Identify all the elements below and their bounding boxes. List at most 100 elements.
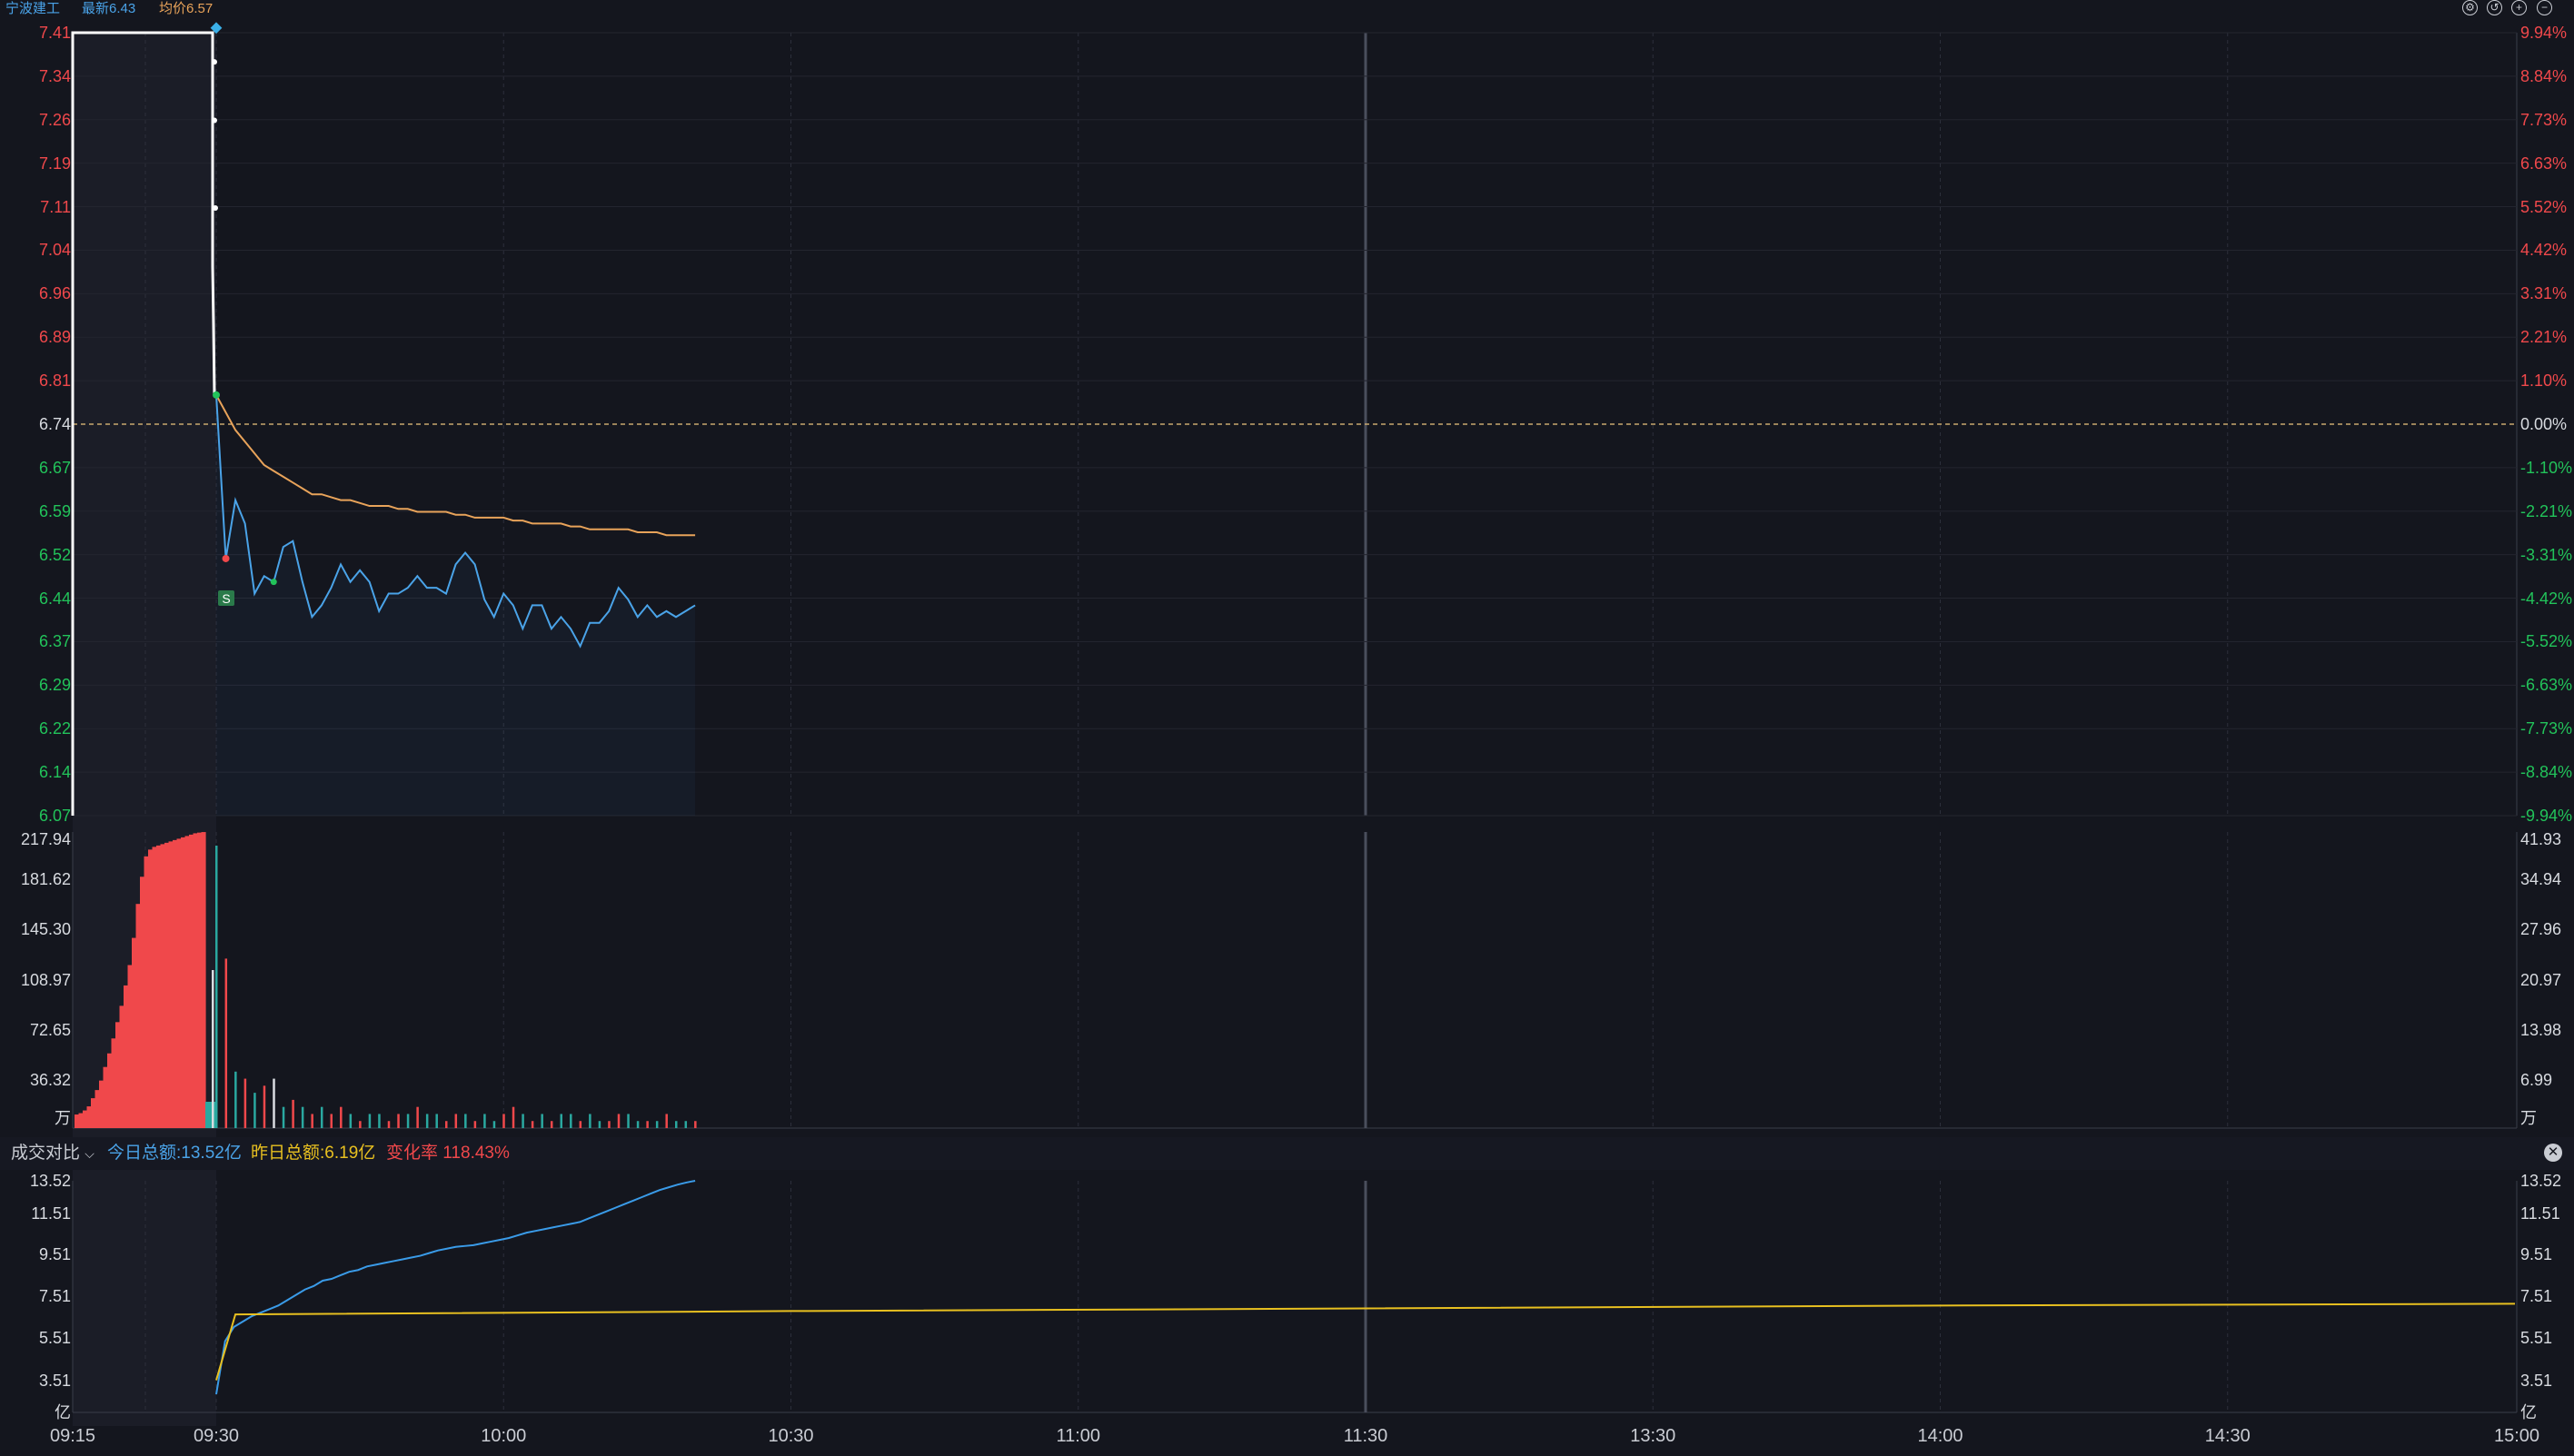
signal-dot	[270, 579, 277, 586]
minute-volume-bar	[454, 1114, 458, 1128]
price-tick-label: 6.89	[38, 328, 71, 347]
volume-tick-label: 41.93	[2520, 830, 2562, 848]
minute-volume-bar	[234, 1071, 237, 1128]
undo-icon[interactable]: ↺	[2487, 0, 2502, 15]
stock-name[interactable]: 宁波建工	[5, 1, 61, 16]
auction-volume-bar	[115, 1022, 121, 1128]
auction-volume-bar	[83, 1110, 88, 1128]
auction-volume-bar	[124, 985, 129, 1128]
price-tick-label: 6.14	[38, 763, 71, 782]
minute-volume-bar	[378, 1114, 381, 1128]
amount-tick-label: 7.51	[38, 1287, 71, 1305]
auction-volume-bar	[176, 838, 182, 1128]
auction-dot	[213, 204, 218, 211]
price-tick-label: 6.67	[38, 458, 71, 477]
auction-dot	[212, 59, 217, 65]
percent-tick-label: -7.73%	[2520, 719, 2573, 738]
percent-tick-label: 3.31%	[2520, 284, 2568, 303]
minute-volume-bar	[243, 1078, 247, 1128]
price-tick-label: 6.81	[38, 371, 71, 391]
compare-selector[interactable]: 成交对比 ⌵	[11, 1137, 94, 1170]
percent-tick-label: -4.42%	[2520, 589, 2573, 608]
amount-tick-label: 5.51	[38, 1329, 71, 1347]
zoom-in-icon[interactable]: +	[2511, 0, 2527, 15]
percent-tick-label: 6.63%	[2520, 154, 2568, 173]
compare-panel-header: 成交对比 ⌵ 今日总额:13.52亿 昨日总额:6.19亿 变化率 118.43…	[0, 1137, 2574, 1170]
amount-tick-label: 5.51	[2520, 1329, 2553, 1347]
price-tick-label: 6.96	[38, 284, 71, 303]
price-tick-label: 7.04	[38, 241, 71, 260]
open-volume-bar	[212, 970, 214, 1128]
auction-match-bar	[205, 1102, 216, 1128]
amount-tick-label: 11.51	[2520, 1204, 2560, 1223]
minute-volume-bar	[627, 1114, 630, 1128]
price-tick-label: 7.26	[38, 110, 71, 129]
minute-volume-bar	[330, 1114, 333, 1128]
minute-volume-bar	[435, 1114, 438, 1128]
auction-volume-bar	[152, 847, 157, 1128]
amount-tick-label: 亿	[55, 1403, 71, 1421]
zoom-out-icon[interactable]: −	[2537, 0, 2552, 15]
volume-tick-label: 13.98	[2520, 1021, 2562, 1039]
auction-volume-bar	[78, 1113, 84, 1128]
minute-volume-bar	[406, 1114, 410, 1128]
minute-volume-bar	[282, 1106, 285, 1128]
auction-volume-bar	[160, 844, 165, 1128]
price-tick-label: 6.29	[38, 676, 71, 695]
volume-tick-label: 20.97	[2520, 971, 2562, 989]
sell-marker-box	[218, 590, 234, 606]
volume-tick-label: 181.62	[20, 870, 71, 888]
auction-volume-bar	[75, 1114, 80, 1128]
today-amount-line	[215, 1180, 696, 1395]
minute-volume-bar	[570, 1114, 572, 1128]
amount-tick-label: 13.52	[2520, 1172, 2562, 1190]
auction-shade	[73, 33, 216, 1426]
minute-volume-bar	[483, 1114, 486, 1128]
price-tick-label: 6.74	[38, 415, 71, 433]
minute-volume-bar	[349, 1114, 353, 1128]
auction-volume-bar	[132, 937, 137, 1128]
amount-tick-label: 11.51	[31, 1204, 71, 1223]
average-price-line	[215, 394, 696, 537]
minute-volume-bar	[387, 1121, 391, 1128]
volume-tick-label: 72.65	[29, 1021, 71, 1039]
time-tick-label: 11:30	[1343, 1426, 1388, 1446]
average-price: 均价6.57	[159, 1, 214, 16]
minute-volume-bar	[253, 1093, 256, 1128]
minute-volume-bar	[589, 1114, 591, 1128]
yesterday-amount-line	[215, 1302, 2516, 1381]
minute-volume-bar	[502, 1114, 505, 1128]
minute-volume-bar	[579, 1121, 582, 1128]
auction-volume-bar	[144, 856, 149, 1128]
low-price-dot	[222, 554, 230, 562]
percent-tick-label: -2.21%	[2520, 501, 2573, 520]
percent-tick-label: -5.52%	[2520, 632, 2573, 651]
percent-tick-label: -6.63%	[2520, 676, 2573, 695]
auction-volume-bar	[111, 1038, 116, 1128]
amount-tick-label: 亿	[2520, 1403, 2537, 1421]
minute-volume-bar	[512, 1106, 515, 1128]
minute-volume-bar	[522, 1114, 524, 1128]
minute-volume-bar	[224, 958, 228, 1128]
open-marker	[210, 22, 223, 35]
price-tick-label: 6.44	[38, 589, 71, 608]
percent-tick-label: -8.84%	[2520, 763, 2573, 782]
amount-tick-label: 3.51	[2520, 1372, 2553, 1390]
settings-icon[interactable]: ⚙	[2462, 0, 2478, 15]
minute-volume-bar	[492, 1121, 496, 1128]
close-icon[interactable]: ✕	[2544, 1144, 2562, 1162]
percent-tick-label: -3.31%	[2520, 545, 2573, 564]
time-tick-label: 14:30	[2204, 1426, 2251, 1446]
auction-dot	[212, 117, 217, 124]
volume-tick-label: 108.97	[20, 971, 71, 989]
open-price-dot	[213, 391, 220, 399]
minute-volume-bar	[292, 1099, 294, 1128]
auction-volume-bar	[181, 837, 186, 1128]
today-total: 今日总额:13.52亿	[107, 1144, 242, 1163]
chevron-down-icon: ⌵	[84, 1146, 94, 1161]
amount-tick-label: 9.51	[38, 1245, 71, 1263]
minute-volume-bar	[397, 1114, 400, 1128]
volume-tick-label: 万	[2520, 1109, 2537, 1127]
minute-volume-bar	[665, 1114, 668, 1128]
